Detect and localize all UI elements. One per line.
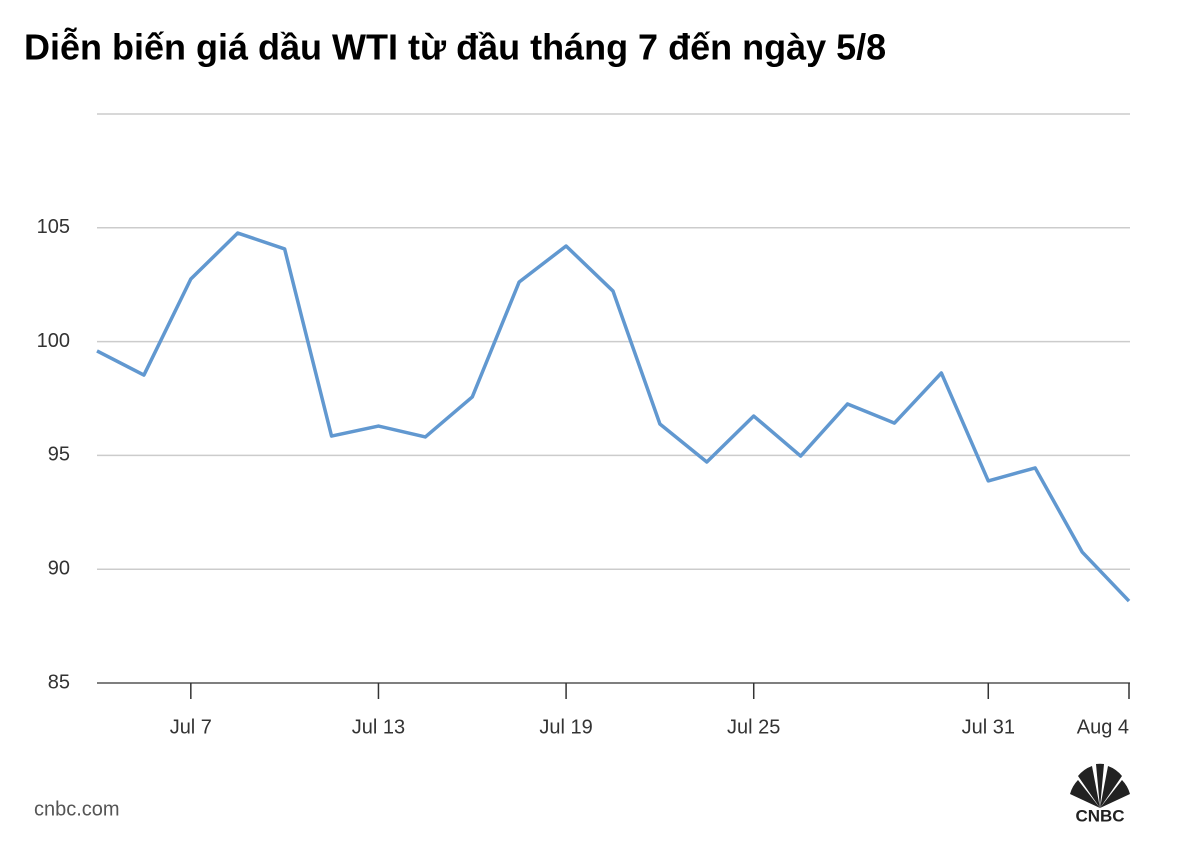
x-tick-label: Jul 31 bbox=[962, 716, 1015, 738]
source: cnbc.com bbox=[34, 798, 120, 820]
x-tick-label: Jul 19 bbox=[539, 716, 592, 738]
x-tick-label: Jul 13 bbox=[352, 716, 405, 738]
logo-text: CNBC bbox=[1075, 806, 1124, 825]
x-tick-label: Jul 7 bbox=[170, 716, 212, 738]
y-tick-label: 100 bbox=[37, 330, 70, 352]
y-tick-label: 95 bbox=[48, 444, 70, 466]
y-tick-label: 85 bbox=[48, 671, 70, 693]
x-tick-label: Aug 4 bbox=[1077, 716, 1129, 738]
x-tick-label: Jul 25 bbox=[727, 716, 780, 738]
chart-title: Diễn biến giá dầu WTI từ đầu tháng 7 đến… bbox=[24, 27, 886, 68]
peacock-icon bbox=[1070, 763, 1130, 808]
y-tick-label: 90 bbox=[48, 557, 70, 579]
price-line bbox=[96, 231, 1131, 603]
cnbc-logo: CNBC bbox=[1070, 763, 1130, 825]
y-tick-label: 105 bbox=[37, 216, 70, 238]
